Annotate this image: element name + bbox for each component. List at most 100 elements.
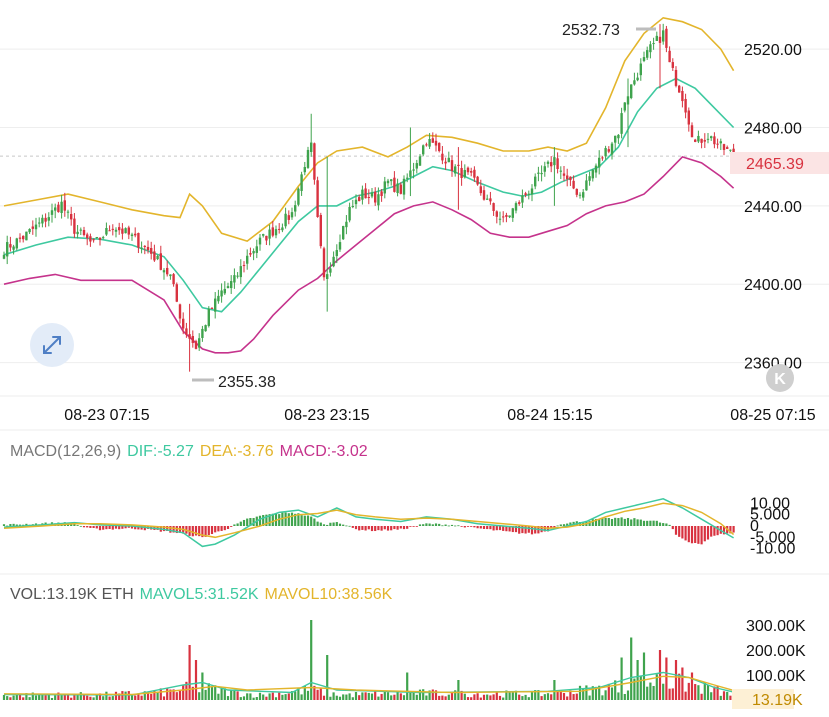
candle-body <box>172 274 175 285</box>
candle-body <box>79 229 82 231</box>
volume-bar <box>351 697 354 700</box>
volume-bar <box>470 697 473 700</box>
k-circle-icon: K <box>774 371 786 388</box>
volume-bar <box>60 695 63 700</box>
candle-body <box>287 215 290 220</box>
macd-histogram-bar <box>409 526 412 527</box>
volume-bar <box>719 695 722 700</box>
volume-bar <box>386 692 390 700</box>
candle-body <box>694 139 697 142</box>
macd-histogram-bar <box>594 518 598 526</box>
volume-bar <box>505 690 508 700</box>
volume-bar <box>482 694 486 700</box>
candle-body <box>463 170 466 178</box>
volume-bar <box>418 689 422 700</box>
candle-body <box>156 255 159 260</box>
macd-histogram-bar <box>361 526 364 530</box>
volume-bar <box>684 691 687 700</box>
volume-tick-label: 300.00K <box>746 618 806 635</box>
candle-body <box>198 338 201 348</box>
volume-bar <box>703 682 706 700</box>
macd-histogram-bar <box>722 526 726 535</box>
volume-bar <box>79 692 82 700</box>
macd-histogram-bar <box>636 519 639 526</box>
candle-body <box>102 237 105 239</box>
price-candles[interactable] <box>2 23 735 372</box>
volume-bar <box>188 645 191 700</box>
macd-histogram-bar <box>2 524 6 526</box>
candle-body <box>105 228 108 235</box>
candle-body <box>607 149 610 152</box>
candle-body <box>703 140 706 142</box>
macd-name: MACD(12,26,9) <box>10 443 121 460</box>
candle-body <box>351 205 354 207</box>
volume-bar <box>271 692 274 700</box>
macd-histogram-bar <box>428 523 431 526</box>
volume-bar <box>460 690 463 700</box>
candle-body <box>633 80 636 85</box>
volume-bar <box>658 650 662 700</box>
candle-body <box>226 286 230 289</box>
candle-body <box>54 207 57 211</box>
candle-body <box>649 44 652 53</box>
macd-histogram-bar <box>108 526 111 529</box>
volume-bar <box>220 688 223 700</box>
macd-histogram-bar <box>303 515 306 526</box>
candle-body <box>178 304 182 319</box>
volume-bar <box>441 695 444 700</box>
volume-bar <box>41 694 44 700</box>
expand-button[interactable] <box>30 323 74 367</box>
macd-histogram-bar <box>310 516 313 526</box>
macd-histogram-bar <box>386 526 390 531</box>
macd-histogram-bar <box>380 526 383 531</box>
candle-body <box>114 229 118 232</box>
candle-body <box>194 341 198 349</box>
macd-histogram-bar <box>543 526 546 532</box>
candle-body <box>514 203 518 211</box>
volume-bar <box>380 693 383 700</box>
volume-bar <box>223 688 226 700</box>
volume-bar <box>239 697 242 700</box>
macd-histogram-bar <box>559 524 562 526</box>
expand-arrows-icon <box>43 336 61 354</box>
macd-histogram-bar <box>201 526 204 538</box>
candle-body <box>566 175 569 180</box>
bollinger-upper-line <box>3 16 735 242</box>
volume-bar <box>294 691 297 700</box>
candle-body <box>492 203 495 211</box>
candle-body <box>111 228 114 230</box>
volume-bar <box>361 692 364 700</box>
macd-histogram-bar <box>271 513 274 526</box>
macd-histogram-bar <box>342 524 345 526</box>
candle-body <box>191 336 194 343</box>
volume-bar <box>681 667 684 700</box>
volume-bar <box>18 693 22 700</box>
volume-bar <box>623 693 626 700</box>
macd-histogram-bar <box>76 525 79 526</box>
volume-bar <box>38 694 41 700</box>
volume-bar <box>617 692 620 700</box>
candle-body <box>76 231 79 235</box>
candle-body <box>370 192 374 197</box>
candle-body <box>550 162 553 167</box>
candle-body <box>406 177 409 179</box>
volume-tick-label: 100.00K <box>746 668 806 685</box>
macd-histogram-bar <box>671 526 674 530</box>
volume-bar <box>434 690 438 700</box>
candle-body <box>6 242 9 257</box>
candle-body <box>460 167 463 178</box>
volume-bar <box>726 691 729 700</box>
volume-bar <box>409 692 412 700</box>
candle-body <box>646 50 649 58</box>
candle-body <box>383 181 386 194</box>
volume-bar <box>25 693 28 700</box>
volume-bar <box>543 694 546 700</box>
candle-body <box>444 161 447 164</box>
macd-histogram-bar <box>674 526 678 535</box>
candle-body <box>569 176 572 181</box>
k-circle-button[interactable]: K <box>766 364 794 392</box>
candle-body <box>98 237 102 241</box>
volume-bar <box>716 686 719 700</box>
volume-bar <box>287 693 290 700</box>
volume-bar <box>159 688 162 700</box>
